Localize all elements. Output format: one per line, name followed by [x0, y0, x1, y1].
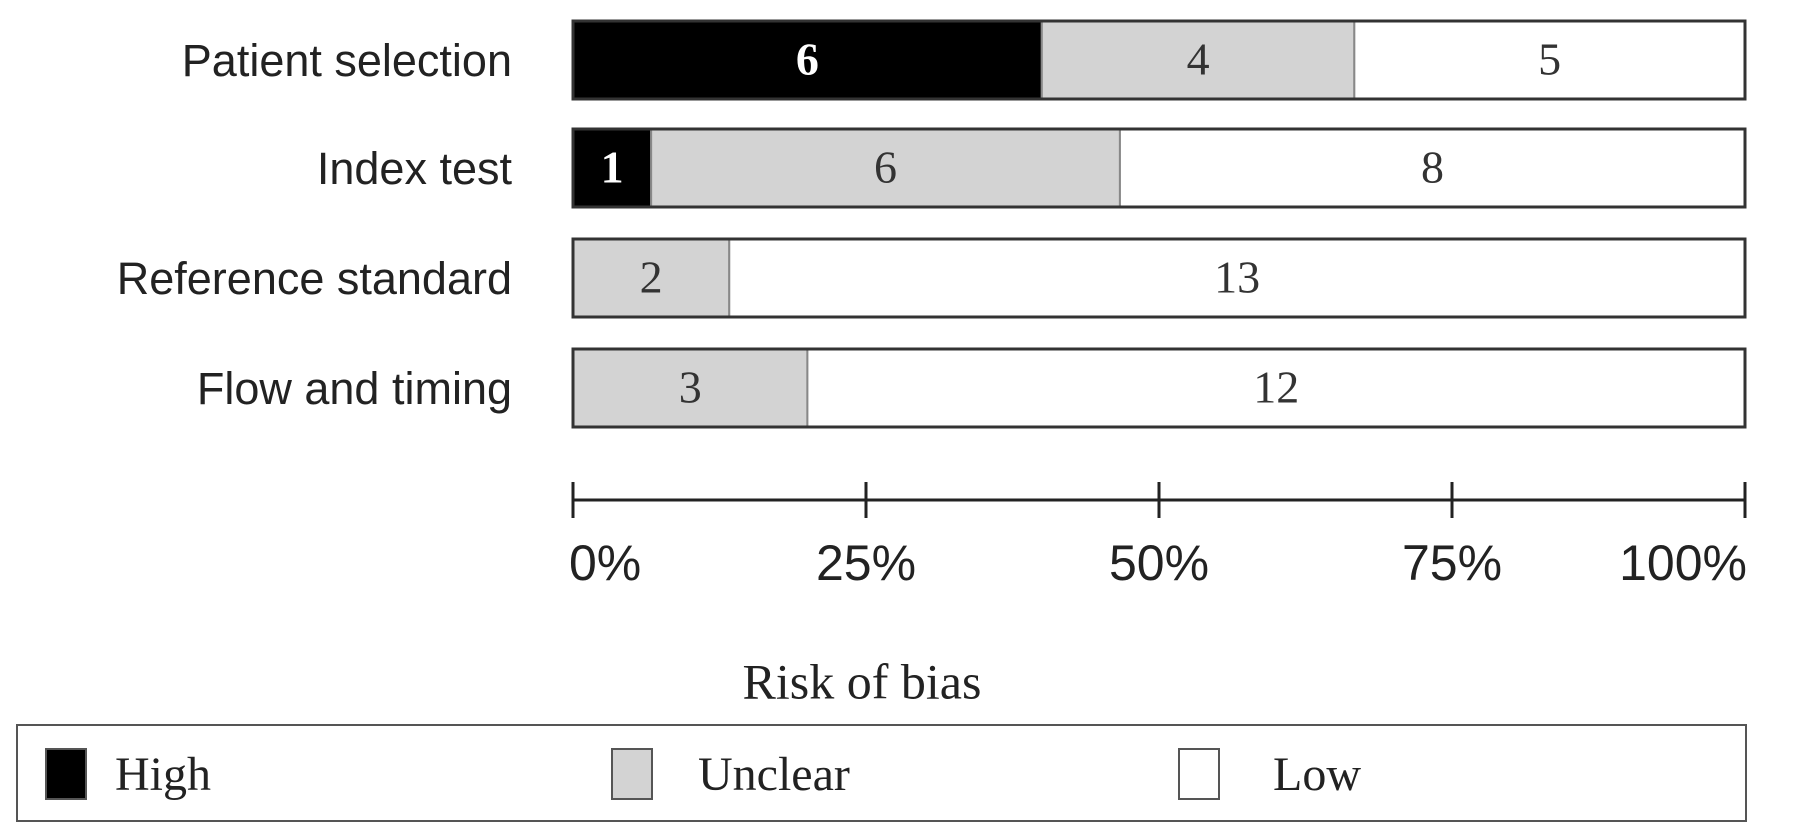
legend-label: Low: [1273, 748, 1361, 801]
bar-segment: [572, 20, 1043, 100]
legend-swatch: [611, 748, 653, 800]
bar-segment: [572, 238, 731, 318]
data-label: 4: [1187, 34, 1210, 85]
data-label: 13: [1214, 252, 1260, 303]
category-label: Flow and timing: [197, 363, 512, 414]
category-label: Reference standard: [117, 253, 512, 304]
legend-label: High: [115, 748, 211, 801]
legend-box: [16, 724, 1747, 822]
x-tick-label: 100%: [1619, 535, 1747, 591]
bar-segment: [1040, 20, 1356, 100]
legend-swatch: [1178, 748, 1220, 800]
bar-outline: [571, 347, 1747, 429]
data-label: 2: [640, 252, 663, 303]
x-tick-label: 50%: [1109, 535, 1209, 591]
bar-outline: [571, 127, 1747, 209]
x-tick-label: 0%: [569, 535, 641, 591]
data-label: 6: [796, 34, 819, 85]
data-label: 6: [874, 142, 897, 193]
bar-segment: [1118, 128, 1746, 208]
legend-label: Unclear: [698, 748, 850, 801]
x-tick-label: 75%: [1402, 535, 1502, 591]
bar-segment: [572, 348, 809, 428]
x-tick-label: 25%: [816, 535, 916, 591]
bar-outline: [571, 237, 1747, 319]
category-label: Index test: [317, 143, 513, 194]
data-label: 1: [601, 142, 624, 193]
data-label: 8: [1421, 142, 1444, 193]
data-label: 3: [679, 362, 702, 413]
category-label: Patient selection: [182, 35, 512, 86]
data-label: 5: [1538, 34, 1561, 85]
legend-title: Risk of bias: [743, 653, 982, 709]
bar-outline: [571, 19, 1747, 101]
legend-swatch: [45, 748, 87, 800]
data-label: 12: [1253, 362, 1299, 413]
